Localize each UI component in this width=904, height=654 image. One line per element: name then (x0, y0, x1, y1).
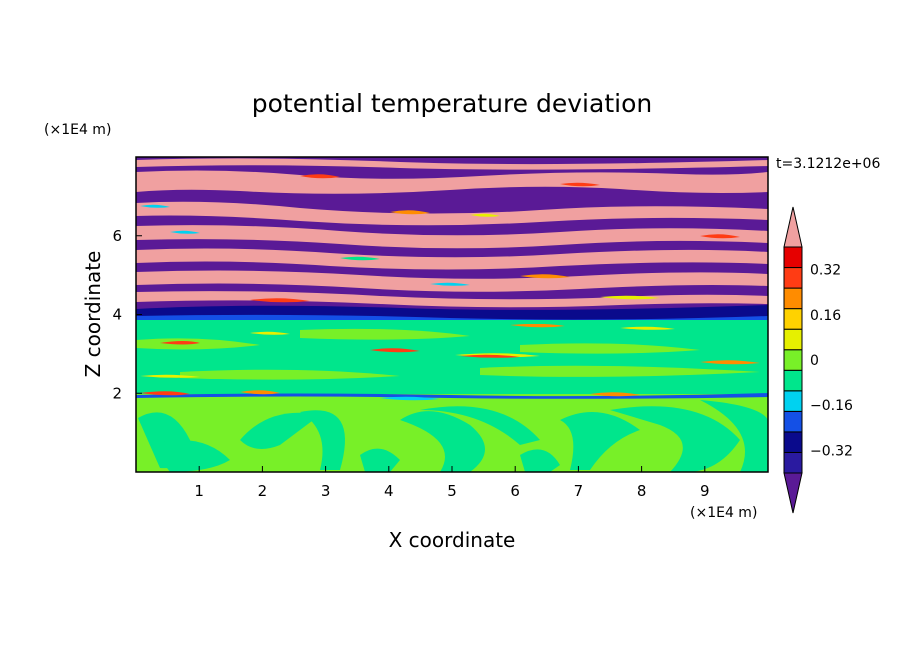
interface-2-warm-c (590, 392, 640, 397)
middle-layer (136, 318, 768, 394)
x-tick-label: 5 (447, 482, 457, 500)
swirl-3 (300, 410, 345, 470)
x-tick-label: 7 (574, 482, 584, 500)
edge-streak-6 (340, 256, 380, 261)
colorbar-swatch (783, 349, 803, 371)
colorbar-swatch (783, 267, 803, 289)
plot-area (136, 157, 768, 472)
warm-streak-2 (370, 348, 420, 353)
y-axis: 2 4 6 (112, 227, 142, 402)
edge-streak-4 (700, 234, 740, 239)
x-tick-label: 6 (510, 482, 520, 500)
swirl-10 (360, 448, 400, 472)
colorbar-swatch (783, 390, 803, 412)
x-tick-label: 8 (637, 482, 647, 500)
swirl-9 (150, 440, 230, 472)
warm-streak-4 (460, 354, 520, 358)
edge-streak-5 (170, 230, 200, 234)
mid-patch-2 (300, 328, 470, 340)
interface-4-mint (136, 320, 768, 324)
y-tick-label: 6 (112, 227, 122, 245)
colorbar-label: 0 (810, 353, 819, 369)
warm-streak-6 (510, 323, 565, 328)
edge-streak-9 (600, 295, 660, 300)
colorbar-label: −0.16 (810, 398, 853, 414)
swirl-6 (560, 412, 640, 470)
mid-patch-5 (480, 365, 760, 377)
edge-streak-10 (140, 204, 170, 208)
colorbar-swatch (783, 410, 803, 433)
stripe-top (136, 158, 768, 170)
colorbar-extend-max (783, 206, 803, 248)
colorbar-swatch (783, 246, 803, 269)
edge-streak-7 (520, 274, 570, 279)
stripe-6 (136, 291, 768, 308)
colorbar: −0.32 −0.16 0 0.16 0.32 (783, 206, 853, 514)
y-axis-label: Z coordinate (81, 251, 105, 378)
stripe-5 (136, 270, 768, 292)
edge-streak-12 (430, 282, 470, 286)
warm-streak-7 (620, 326, 675, 330)
warm-streak-1 (160, 341, 200, 345)
swirl-8 (700, 400, 768, 472)
mid-patch-1 (136, 338, 260, 350)
edge-streak-3 (470, 213, 500, 217)
edge-streak-2 (390, 210, 430, 215)
colorbar-swatch (783, 369, 803, 392)
y-tick-label: 4 (112, 306, 122, 324)
stripe-2 (136, 201, 768, 226)
stripe-1 (136, 170, 768, 194)
swirl-7 (610, 406, 740, 472)
x-unit-label: (×1E4 m) (690, 505, 757, 521)
colorbar-swatch (783, 431, 803, 453)
interface-2-warm-a (140, 391, 190, 396)
warm-streak-8 (250, 331, 290, 335)
swirl-2 (240, 412, 320, 449)
x-tick-label: 3 (321, 482, 331, 500)
y-unit-label: (×1E4 m) (44, 122, 111, 138)
colorbar-swatch (783, 287, 803, 310)
chart-title: potential temperature deviation (252, 89, 652, 118)
swirl-5 (420, 406, 540, 445)
interface-2-warm-b (240, 390, 280, 395)
y-tick-label: 2 (112, 384, 122, 402)
swirl-11 (520, 449, 560, 472)
colorbar-label: 0.32 (810, 263, 841, 279)
edge-streak-1 (300, 174, 340, 179)
swirl-4 (400, 411, 485, 472)
x-tick-label: 4 (384, 482, 394, 500)
stripe-4 (136, 248, 768, 270)
stripe-3 (136, 225, 768, 249)
interface-2-line (136, 393, 768, 399)
colorbar-swatch (783, 451, 803, 474)
warm-streak-5 (700, 360, 760, 365)
x-axis: 1 2 3 4 5 6 7 8 9 (194, 466, 710, 500)
edge-streak-11 (560, 182, 600, 187)
mid-patch-3 (520, 343, 700, 354)
edge-streak-8 (250, 298, 310, 303)
colorbar-label: −0.32 (810, 443, 853, 459)
colorbar-swatch (783, 328, 803, 351)
time-label: t=3.1212e+06 (776, 156, 880, 172)
warm-streak-9 (140, 374, 200, 378)
colorbar-extend-min (783, 472, 803, 514)
x-tick-label: 9 (700, 482, 710, 500)
mid-patch-4 (180, 369, 400, 380)
x-axis-label: X coordinate (389, 528, 516, 552)
colorbar-swatch (783, 308, 803, 330)
interface-2-cyan (380, 396, 440, 401)
colorbar-label: 0.16 (810, 308, 841, 324)
x-tick-label: 1 (194, 482, 204, 500)
x-tick-label: 2 (258, 482, 268, 500)
